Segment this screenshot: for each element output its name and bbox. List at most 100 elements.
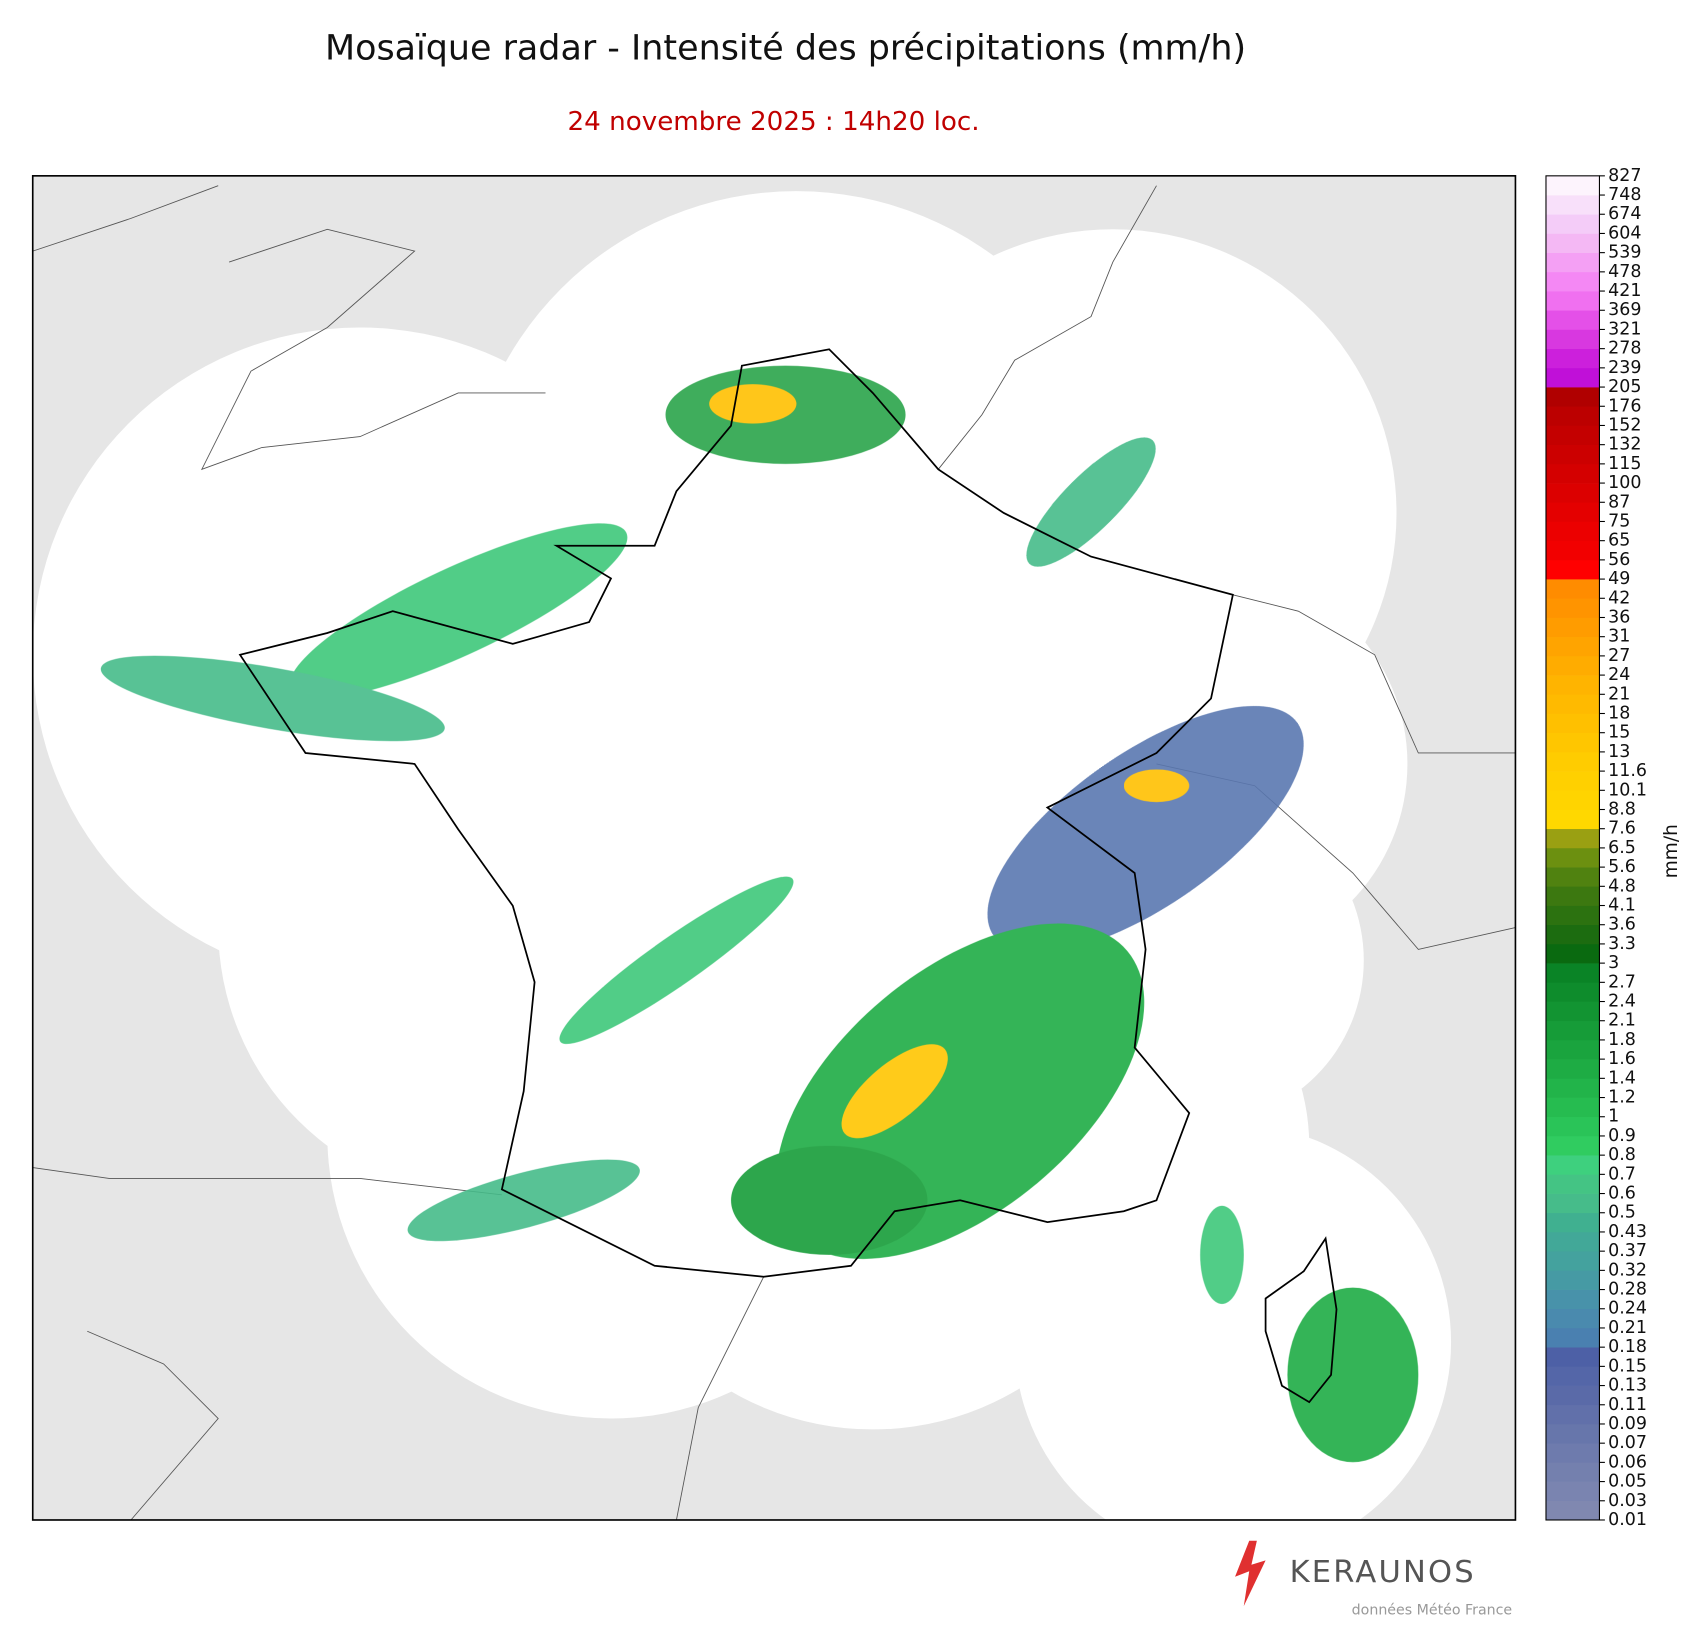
colorbar-tick-label: 3 <box>1608 953 1619 973</box>
colorbar-tick-label: 2.1 <box>1608 1011 1636 1031</box>
colorbar-segment <box>1545 1059 1600 1079</box>
colorbar-segment <box>1545 847 1600 868</box>
borders <box>32 185 1516 1520</box>
colorbar-tick-label: 4.1 <box>1608 896 1636 916</box>
colorbar-tick-label: 152 <box>1608 415 1641 435</box>
colorbar-segment <box>1545 617 1600 638</box>
colorbar-segment <box>1545 713 1600 734</box>
colorbar-segment <box>1545 1116 1600 1137</box>
colorbar-tick-label: 0.24 <box>1608 1299 1647 1319</box>
colorbar-segment <box>1545 329 1600 349</box>
colorbar-tick-label: 0.6 <box>1608 1184 1636 1204</box>
colorbar-segment <box>1545 886 1600 906</box>
colorbar-tick-label: 0.5 <box>1608 1203 1636 1223</box>
colorbar-tick-label: 24 <box>1608 665 1630 685</box>
colorbar-tick-label: 0.37 <box>1608 1241 1647 1261</box>
colorbar-tick-label: 56 <box>1608 550 1630 570</box>
colorbar-segment <box>1545 963 1600 983</box>
colorbar-tick-label: 6.5 <box>1608 838 1636 858</box>
colorbar-tick-label: 5.6 <box>1608 857 1636 877</box>
colorbar-segment <box>1545 1270 1600 1290</box>
colorbar-tick-label: 674 <box>1608 204 1641 224</box>
colorbar-segment <box>1545 502 1600 522</box>
colorbar-tick-label: 0.7 <box>1608 1164 1636 1184</box>
colorbar-tick-label: 1.2 <box>1608 1088 1636 1108</box>
colorbar-segment <box>1545 444 1600 465</box>
colorbar-segment <box>1545 1078 1600 1098</box>
colorbar-segment <box>1545 1385 1600 1406</box>
colorbar-segment <box>1545 559 1600 580</box>
colorbar-tick-label: 0.03 <box>1608 1491 1647 1511</box>
colorbar-segment <box>1545 214 1600 234</box>
colorbar-segment <box>1545 828 1600 849</box>
colorbar-segment <box>1545 1462 1600 1482</box>
colorbar-tick-label: 239 <box>1608 358 1641 378</box>
colorbar-segment <box>1545 1404 1600 1425</box>
colorbar-segment <box>1545 924 1600 945</box>
colorbar-tick-label: 13 <box>1608 742 1630 762</box>
colorbar-tick-label: 369 <box>1608 300 1641 320</box>
colorbar-tick-label: 0.8 <box>1608 1145 1636 1165</box>
colorbar-tick-label: 478 <box>1608 262 1641 282</box>
colorbar-segment <box>1545 694 1600 714</box>
colorbar-segment <box>1545 1327 1600 1348</box>
colorbar-segment <box>1545 1308 1600 1329</box>
colorbar-segment <box>1545 1481 1600 1502</box>
colorbar-tick-label: 0.07 <box>1608 1433 1647 1453</box>
colorbar-segment <box>1545 867 1600 887</box>
colorbar-segment <box>1545 790 1600 810</box>
colorbar-tick-label: 0.05 <box>1608 1472 1647 1492</box>
colorbar-tick-label: 539 <box>1608 243 1641 263</box>
map-frame <box>31 175 1517 1521</box>
colorbar-segment <box>1545 1347 1600 1367</box>
colorbar-tick-label: 75 <box>1608 511 1630 531</box>
colorbar-segment <box>1545 252 1600 273</box>
colorbar-tick-label: 132 <box>1608 435 1641 455</box>
precipitation <box>100 365 1419 1463</box>
logo: KERAUNOS données Météo France <box>1235 1540 1512 1619</box>
colorbar-segment <box>1545 483 1600 503</box>
colorbar-segment <box>1545 732 1600 753</box>
colorbar-tick-label: 42 <box>1608 588 1630 608</box>
corsica-outline <box>1264 1236 1338 1404</box>
colorbar-tick-label: 3.3 <box>1608 934 1636 954</box>
colorbar-tick-label: 0.21 <box>1608 1318 1647 1338</box>
colorbar-segment <box>1545 387 1600 407</box>
colorbar-segment <box>1545 1212 1600 1233</box>
colorbar-tick-label: 0.06 <box>1608 1452 1647 1472</box>
colorbar-segment <box>1545 406 1600 426</box>
colorbar-tick-label: 2.7 <box>1608 972 1636 992</box>
subtitle: 24 novembre 2025 : 14h20 loc. <box>567 107 979 137</box>
colorbar-tick-label: 0.28 <box>1608 1280 1647 1300</box>
map <box>31 175 1517 1521</box>
colorbar-segment <box>1545 1231 1600 1252</box>
colorbar-tick-label: 0.9 <box>1608 1126 1636 1146</box>
colorbar-segment <box>1545 751 1600 772</box>
colorbar-tick-label: 1.4 <box>1608 1068 1636 1088</box>
colorbar-segment <box>1545 905 1600 926</box>
title: Mosaïque radar - Intensité des précipita… <box>325 28 1246 68</box>
colorbar-tick-label: 115 <box>1608 454 1641 474</box>
colorbar-segment <box>1545 1443 1600 1463</box>
colorbar-segment <box>1545 1039 1600 1060</box>
colorbar-segment <box>1545 310 1600 330</box>
colorbar-segment <box>1545 367 1600 388</box>
colorbar-tick-label: 18 <box>1608 703 1630 723</box>
colorbar-segment <box>1545 1097 1600 1118</box>
colorbar-tick-label: 1 <box>1608 1107 1619 1127</box>
colorbar-segment <box>1545 1174 1600 1194</box>
colorbar-segment <box>1545 540 1600 561</box>
colorbar-segment <box>1545 1155 1600 1175</box>
colorbar-tick-label: 31 <box>1608 627 1630 647</box>
colorbar-tick-label: 0.01 <box>1608 1510 1647 1530</box>
colorbar-segment <box>1545 271 1600 292</box>
colorbar: 0.010.030.050.060.070.090.110.130.150.18… <box>1545 166 1647 1530</box>
colorbar-tick-label: 21 <box>1608 684 1630 704</box>
colorbar-tick-label: 748 <box>1608 185 1641 205</box>
colorbar-tick-label: 827 <box>1608 166 1641 186</box>
colorbar-tick-label: 27 <box>1608 646 1630 666</box>
colorbar-tick-label: 7.6 <box>1608 819 1636 839</box>
colorbar-segment <box>1545 982 1600 1002</box>
